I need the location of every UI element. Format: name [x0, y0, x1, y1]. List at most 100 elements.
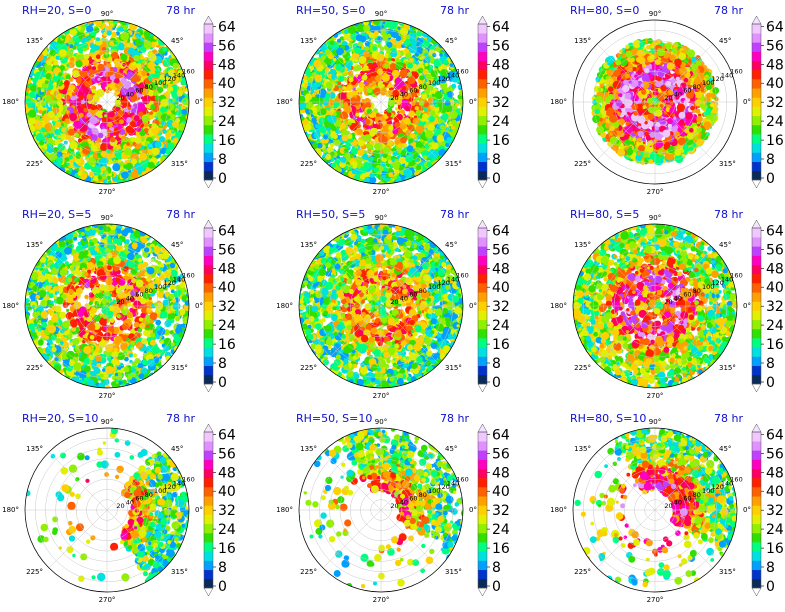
reflectivity-cell [400, 150, 407, 156]
reflectivity-cell [65, 74, 71, 80]
reflectivity-cell [184, 131, 188, 135]
colorbar-segment [204, 33, 213, 43]
reflectivity-cell [62, 89, 68, 95]
colorbar-tick-label: 32 [492, 95, 510, 111]
reflectivity-cell [391, 158, 395, 163]
reflectivity-cell [113, 20, 118, 21]
reflectivity-cell [50, 32, 57, 38]
reflectivity-cell [308, 149, 314, 155]
reflectivity-cell [405, 154, 413, 163]
reflectivity-cell [443, 59, 449, 65]
reflectivity-cell [149, 111, 153, 115]
reflectivity-cell [404, 105, 410, 112]
reflectivity-cell [315, 124, 319, 128]
reflectivity-cell [427, 97, 434, 104]
reflectivity-cell [430, 32, 434, 37]
reflectivity-cell [337, 81, 342, 85]
reflectivity-cell [379, 166, 384, 172]
reflectivity-cell [322, 33, 329, 40]
reflectivity-cell [339, 111, 348, 120]
reflectivity-cell [431, 33, 437, 38]
reflectivity-cell [38, 109, 43, 114]
colorbar-segment [204, 69, 213, 80]
reflectivity-cell [90, 134, 98, 142]
colorbar-segment [204, 60, 213, 71]
reflectivity-cell [393, 115, 400, 122]
angle-tick-label: 315° [445, 160, 462, 168]
reflectivity-cell [365, 20, 371, 21]
reflectivity-cell [158, 165, 163, 171]
reflectivity-cell [169, 44, 175, 50]
reflectivity-cell [187, 81, 189, 88]
reflectivity-cell [43, 131, 48, 136]
radial-tick-label: 160 [182, 68, 194, 76]
colorbar-segment [204, 88, 213, 98]
reflectivity-cell [451, 119, 457, 126]
reflectivity-cell [82, 87, 88, 93]
radial-tick-label: 80 [419, 83, 427, 91]
reflectivity-cell [122, 20, 130, 23]
reflectivity-cell [372, 46, 377, 51]
colorbar-segment [478, 51, 487, 62]
reflectivity-cell [439, 53, 443, 57]
reflectivity-cell [304, 93, 312, 101]
reflectivity-cell [133, 54, 140, 62]
colorbar-segment [204, 134, 213, 144]
reflectivity-cell [127, 169, 132, 174]
reflectivity-cell [405, 53, 411, 59]
reflectivity-cell [86, 93, 93, 100]
colorbar-extend-top [477, 15, 488, 25]
reflectivity-cell [130, 170, 139, 179]
reflectivity-cell [414, 158, 419, 163]
reflectivity-cell [158, 38, 166, 46]
polar-grid [298, 19, 464, 185]
reflectivity-cell [65, 134, 70, 140]
reflectivity-cell [52, 32, 57, 37]
reflectivity-cell [89, 44, 95, 49]
polar-panel: 20 40 60 80 100 120 140 160 90° 45° 0° 315° 270° 225°… [0, 0, 262, 204]
reflectivity-cell [356, 128, 363, 135]
reflectivity-cell [120, 32, 129, 41]
reflectivity-cell [342, 176, 349, 182]
reflectivity-cell [87, 130, 93, 136]
reflectivity-cell [339, 123, 346, 130]
reflectivity-cell [106, 63, 112, 69]
reflectivity-cell [123, 164, 128, 169]
radial-tick-label: 60 [409, 87, 417, 95]
reflectivity-cell [139, 55, 144, 60]
colorbar-tick-label: 64 [218, 19, 236, 35]
reflectivity-cell [52, 59, 59, 66]
colorbar-tick-label: 16 [218, 133, 236, 149]
reflectivity-cell [100, 150, 108, 158]
reflectivity-cell [337, 24, 342, 30]
angle-tick-label: 225° [300, 160, 317, 168]
reflectivity-cell [125, 162, 133, 170]
reflectivity-cell [451, 125, 455, 130]
reflectivity-cell [175, 53, 182, 59]
reflectivity-cell [111, 51, 119, 59]
reflectivity-cell [369, 70, 376, 77]
colorbar-segment [478, 42, 487, 52]
colorbar-tick-label: 56 [492, 38, 510, 54]
reflectivity-cell [441, 113, 449, 121]
reflectivity-cell [130, 137, 135, 142]
reflectivity-cell [427, 169, 432, 174]
reflectivity-cell [348, 77, 354, 83]
reflectivity-cell [299, 94, 300, 103]
colorbar-tick-label: 48 [218, 57, 236, 73]
colorbar-tick-label: 8 [218, 152, 227, 168]
reflectivity-cell [129, 20, 134, 22]
reflectivity-cell [351, 169, 357, 175]
polar-panel: 20 40 60 80 100 120 140 160 90° 45° 0° 315° 270° 225°… [274, 0, 536, 204]
reflectivity-cell [183, 129, 189, 136]
reflectivity-cell [416, 30, 422, 37]
reflectivity-cell [337, 38, 341, 43]
reflectivity-cell [356, 87, 362, 93]
reflectivity-cell [423, 124, 428, 129]
reflectivity-cell [346, 84, 353, 92]
reflectivity-cell [174, 101, 179, 105]
reflectivity-cell [74, 157, 81, 164]
reflectivity-cell [407, 75, 416, 85]
reflectivity-cell [54, 130, 58, 134]
reflectivity-cell [75, 60, 83, 68]
